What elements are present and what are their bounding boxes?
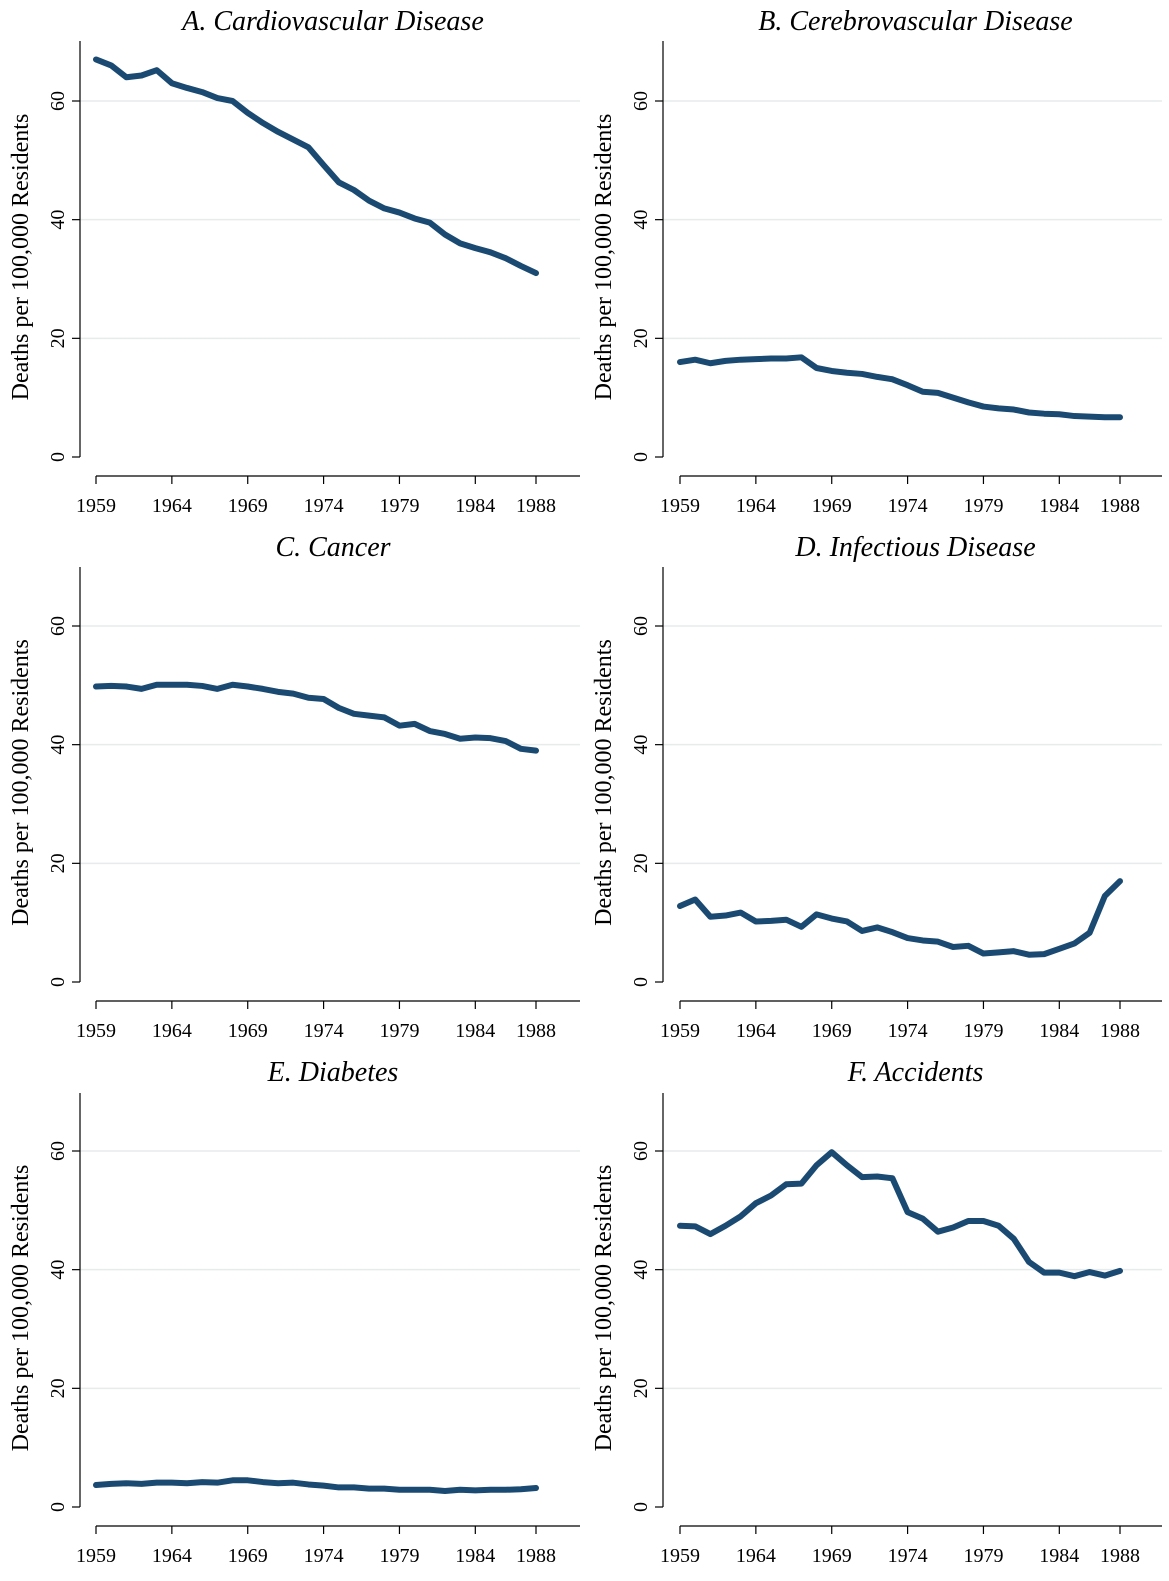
x-tick-label: 1984 — [1039, 495, 1079, 517]
x-tick-label: 1979 — [963, 1020, 1003, 1042]
y-tick-label: 40 — [630, 1260, 652, 1280]
x-tick-label: 1959 — [660, 1020, 700, 1042]
y-axis-label: Deaths per 100,000 Residents — [8, 114, 34, 401]
x-tick-label: 1979 — [963, 495, 1003, 517]
x-tick-label: 1959 — [76, 1545, 116, 1567]
x-tick-label: 1959 — [660, 1545, 700, 1567]
x-tick-label: 1988 — [516, 1545, 556, 1567]
y-tick-label: 60 — [630, 91, 652, 111]
x-tick-label: 1969 — [228, 1020, 268, 1042]
panel-5: E. Diabetes 0 20 40 60 1959 1964 1969 1974 1979 19… — [8, 1057, 580, 1567]
y-tick-label: 0 — [47, 452, 69, 462]
panel-4: D. Infectious Disease 0 20 40 60 1959 1964 1969… — [591, 532, 1162, 1042]
series-line — [677, 878, 1123, 958]
x-tick-label: 1988 — [1100, 1020, 1140, 1042]
x-tick-label: 1974 — [888, 1545, 928, 1567]
x-tick-label: 1969 — [228, 495, 268, 517]
y-tick-label: 40 — [630, 735, 652, 755]
x-tick-label: 1988 — [1100, 1545, 1140, 1567]
y-tick-label: 20 — [630, 853, 652, 873]
y-tick-label: 20 — [630, 1378, 652, 1398]
x-tick-label: 1979 — [379, 1545, 419, 1567]
y-axis-label: Deaths per 100,000 Residents — [591, 1165, 617, 1452]
x-tick-label: 1979 — [379, 1020, 419, 1042]
y-tick-label: 0 — [630, 1502, 652, 1512]
panel-3: C. Cancer 0 20 40 60 1959 1964 1969 1974 1979 1984… — [8, 532, 580, 1042]
x-tick-label: 1988 — [516, 495, 556, 517]
y-tick-label: 0 — [47, 977, 69, 987]
panel-title: D. Infectious Disease — [794, 532, 1035, 563]
panel-title: F. Accidents — [847, 1057, 984, 1088]
panel-title: B. Cerebrovascular Disease — [758, 6, 1072, 37]
y-tick-label: 40 — [47, 210, 69, 230]
x-tick-label: 1959 — [76, 495, 116, 517]
x-tick-label: 1964 — [152, 495, 192, 517]
x-tick-label: 1988 — [516, 1020, 556, 1042]
panel-2: B. Cerebrovascular Disease 0 20 40 60 1959 196… — [591, 6, 1162, 517]
series-line — [93, 681, 539, 754]
x-tick-label: 1984 — [1039, 1020, 1079, 1042]
x-tick-label: 1964 — [152, 1545, 192, 1567]
panel-title: C. Cancer — [275, 532, 390, 563]
y-axis-label: Deaths per 100,000 Residents — [591, 639, 617, 926]
x-tick-label: 1974 — [304, 1545, 344, 1567]
y-tick-label: 40 — [47, 735, 69, 755]
y-tick-label: 40 — [47, 1260, 69, 1280]
y-tick-label: 60 — [47, 1141, 69, 1161]
x-tick-label: 1969 — [228, 1545, 268, 1567]
x-tick-label: 1984 — [455, 1545, 495, 1567]
x-tick-label: 1964 — [736, 1545, 776, 1567]
x-tick-label: 1988 — [1100, 495, 1140, 517]
y-tick-label: 60 — [630, 1141, 652, 1161]
y-tick-label: 20 — [47, 1378, 69, 1398]
y-tick-label: 20 — [47, 328, 69, 348]
y-tick-label: 60 — [47, 616, 69, 636]
y-axis-label: Deaths per 100,000 Residents — [8, 1165, 34, 1452]
x-tick-label: 1974 — [304, 495, 344, 517]
y-tick-label: 0 — [47, 1502, 69, 1512]
x-tick-label: 1964 — [736, 1020, 776, 1042]
x-tick-label: 1974 — [888, 495, 928, 517]
y-tick-label: 20 — [47, 853, 69, 873]
x-tick-label: 1959 — [660, 495, 700, 517]
x-tick-label: 1984 — [455, 495, 495, 517]
y-tick-label: 0 — [630, 977, 652, 987]
series-line — [93, 56, 539, 277]
x-tick-label: 1984 — [455, 1020, 495, 1042]
y-tick-label: 60 — [47, 91, 69, 111]
x-tick-label: 1979 — [379, 495, 419, 517]
x-tick-label: 1974 — [888, 1020, 928, 1042]
x-tick-label: 1979 — [963, 1545, 1003, 1567]
series-line — [677, 1149, 1123, 1280]
x-tick-label: 1984 — [1039, 1545, 1079, 1567]
x-tick-label: 1964 — [736, 495, 776, 517]
y-tick-label: 40 — [630, 210, 652, 230]
x-tick-label: 1964 — [152, 1020, 192, 1042]
y-axis-label: Deaths per 100,000 Residents — [8, 639, 34, 926]
x-tick-label: 1959 — [76, 1020, 116, 1042]
x-tick-label: 1969 — [812, 1545, 852, 1567]
x-tick-label: 1969 — [812, 1020, 852, 1042]
y-axis-label: Deaths per 100,000 Residents — [591, 114, 617, 401]
y-tick-label: 20 — [630, 328, 652, 348]
series-line — [93, 1477, 539, 1494]
panel-1: A. Cardiovascular Disease 0 20 40 60 1959 1964… — [8, 6, 580, 517]
y-tick-label: 60 — [630, 616, 652, 636]
y-tick-label: 0 — [630, 452, 652, 462]
panel-title: A. Cardiovascular Disease — [180, 6, 484, 37]
series-line — [677, 354, 1123, 421]
panel-title: E. Diabetes — [267, 1057, 399, 1088]
x-tick-label: 1969 — [812, 495, 852, 517]
panel-6: F. Accidents 0 20 40 60 1959 1964 1969 1974 1979 1… — [591, 1057, 1162, 1567]
x-tick-label: 1974 — [304, 1020, 344, 1042]
